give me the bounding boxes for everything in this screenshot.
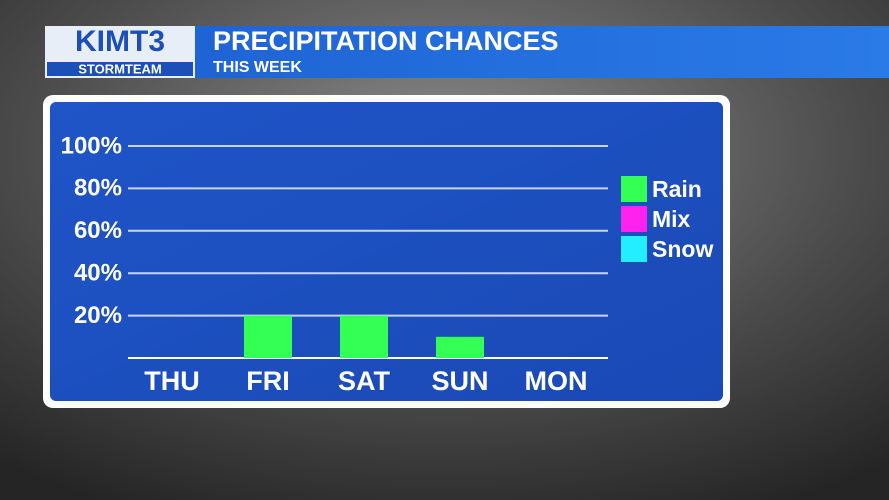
- y-tick-label: 60%: [74, 217, 122, 244]
- legend-label: Rain: [652, 176, 702, 202]
- x-tick-label: MON: [525, 366, 588, 396]
- x-tick-label: SUN: [431, 366, 488, 396]
- panel: [50, 102, 723, 401]
- y-tick-label: 80%: [74, 175, 122, 202]
- subtitle: THIS WEEK: [213, 59, 302, 76]
- y-tick-label: 100%: [61, 132, 122, 159]
- legend-label: Mix: [652, 206, 691, 232]
- logo-sub-box: [47, 62, 193, 76]
- legend-swatch: [621, 236, 647, 262]
- bar: [244, 315, 292, 358]
- bar: [340, 315, 388, 358]
- x-tick-label: THU: [144, 366, 200, 396]
- logo-sub: STORMTEAM: [78, 61, 162, 76]
- legend-swatch: [621, 176, 647, 202]
- y-tick-label: 40%: [74, 260, 122, 287]
- bar: [436, 336, 484, 358]
- plot: 20% 40% 60% 80% 100% THU FRI SAT SUN MON Rain Mix Sn…: [61, 132, 714, 396]
- legend-label: Snow: [652, 236, 713, 262]
- logo: KIMT3: [75, 25, 165, 58]
- y-tick-label: 20%: [74, 302, 122, 329]
- legend-swatch: [621, 206, 647, 232]
- x-tick-label: FRI: [246, 366, 290, 396]
- title: PRECIPITATION CHANCES: [213, 26, 559, 56]
- x-tick-label: SAT: [338, 366, 391, 396]
